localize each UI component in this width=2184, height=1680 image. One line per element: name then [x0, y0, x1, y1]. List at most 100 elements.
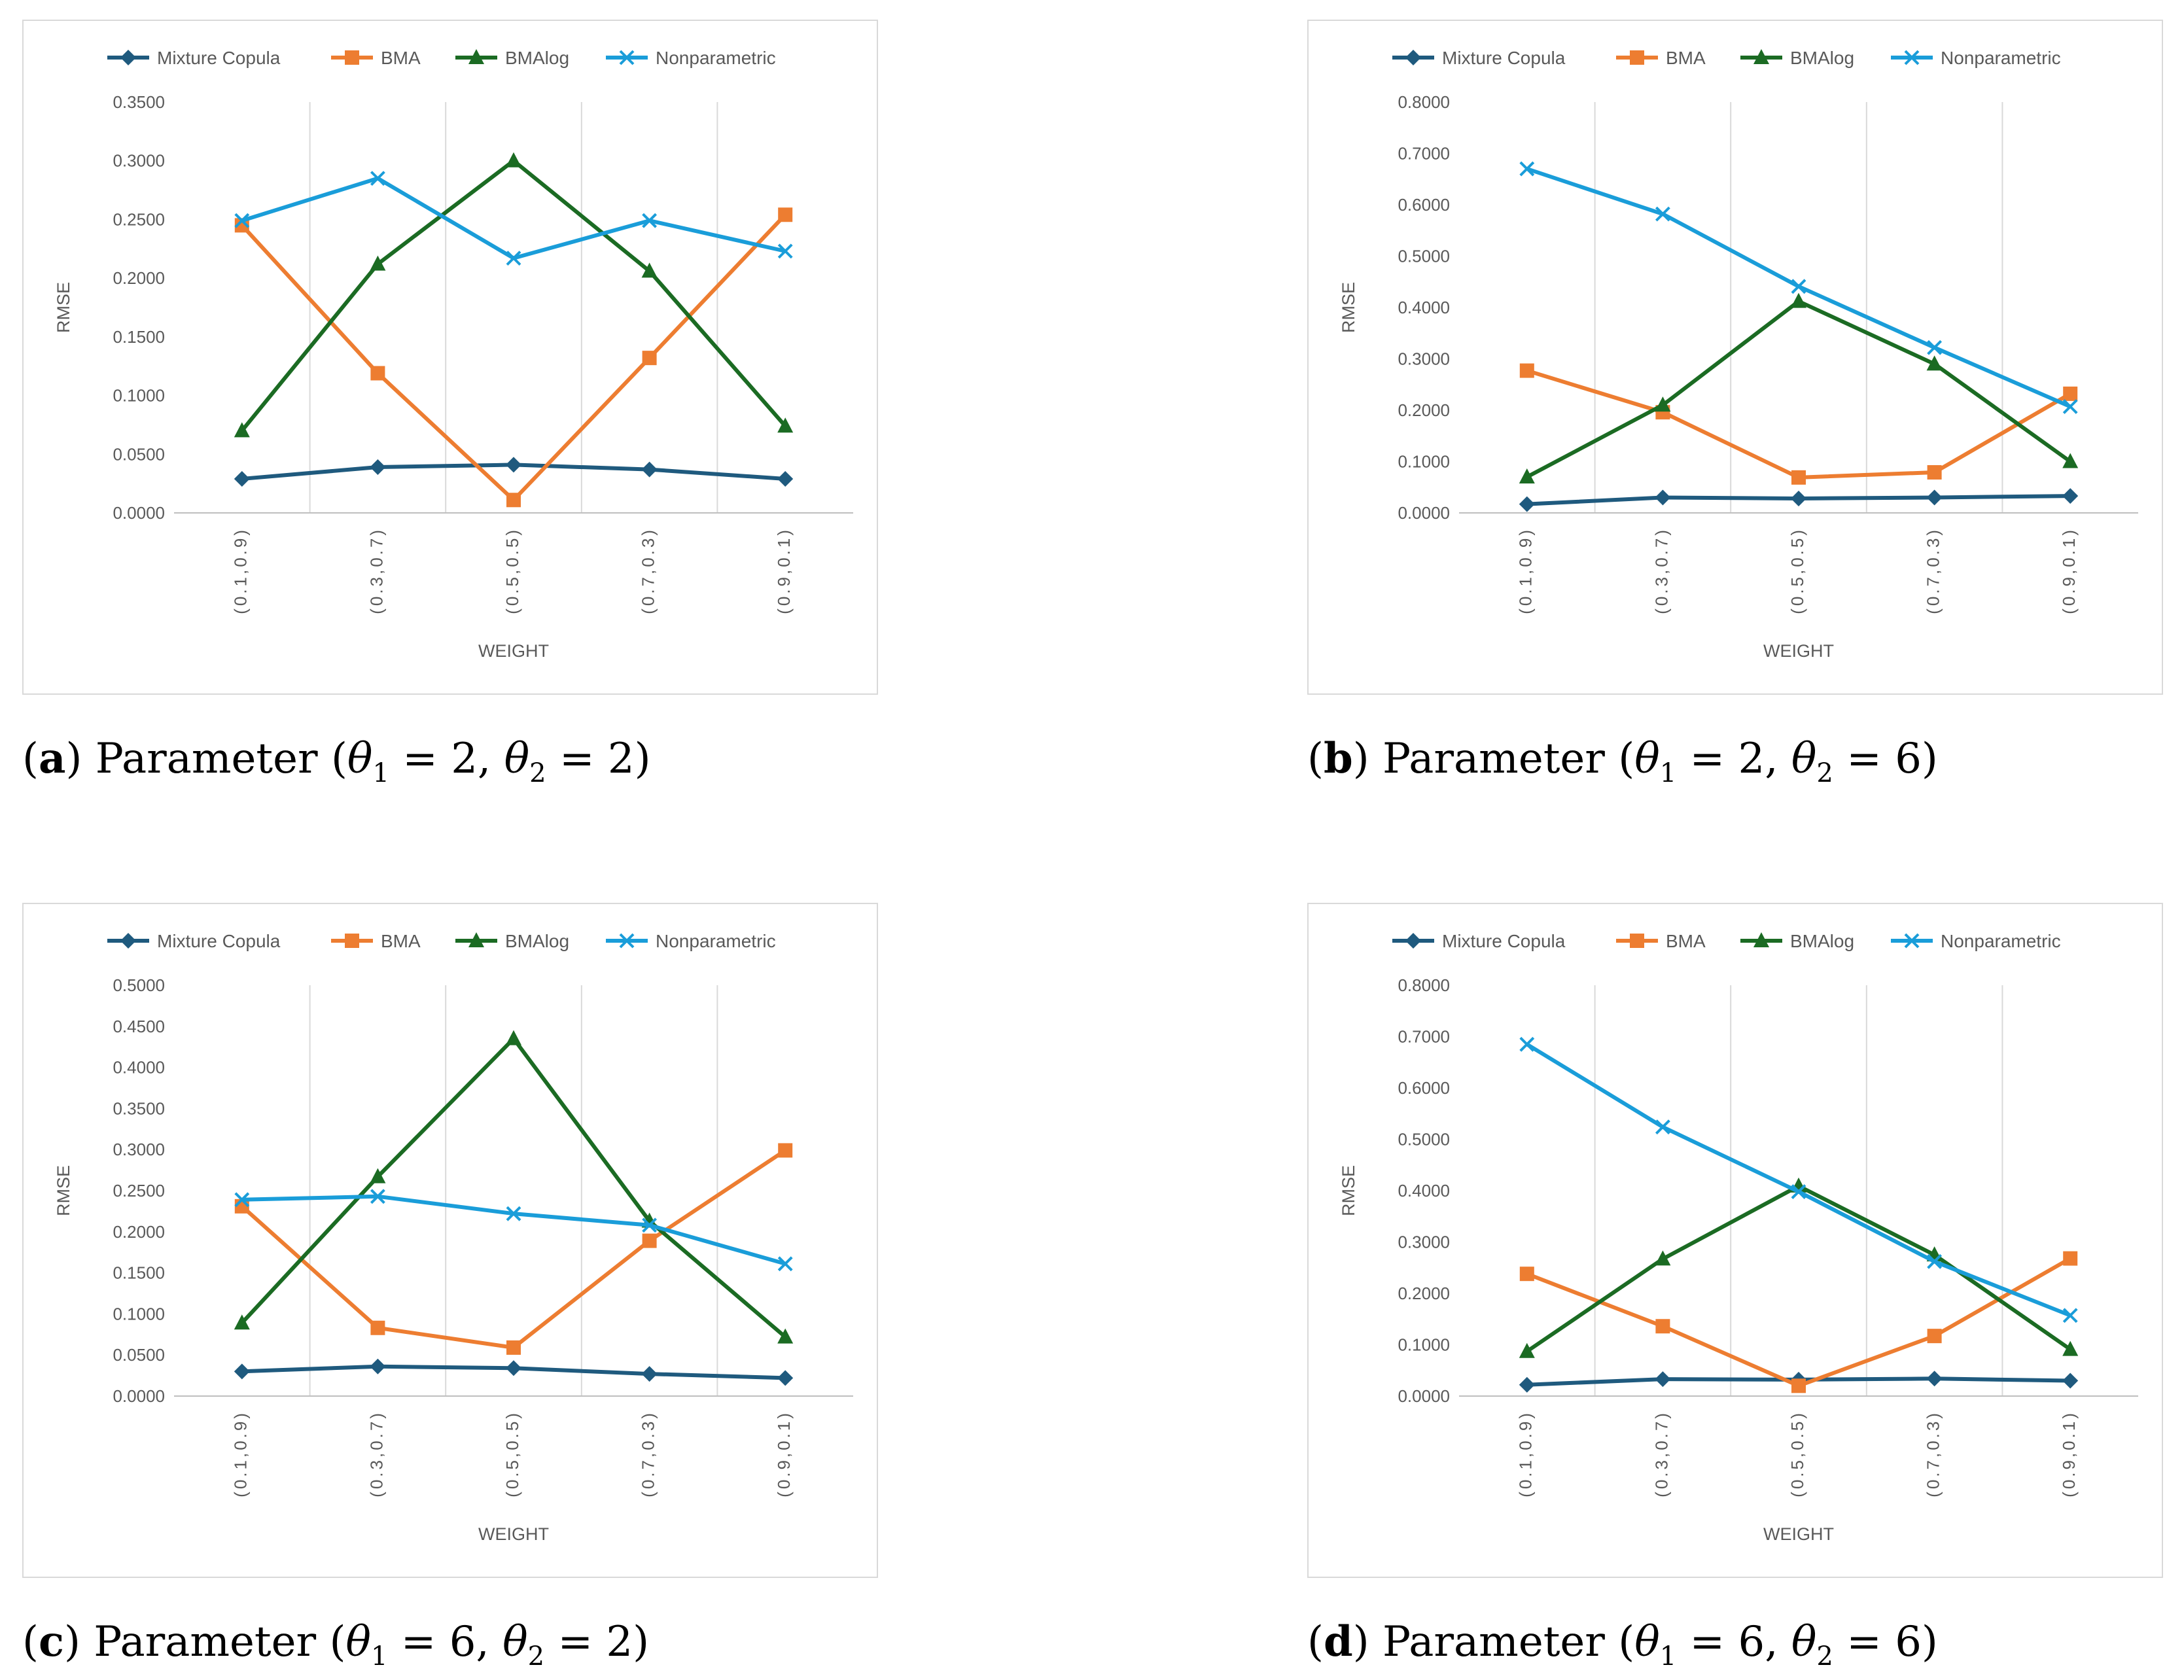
data-point-bmalog — [1655, 1250, 1671, 1266]
data-point-bma — [1655, 1319, 1670, 1334]
y-tick-label: 0.4000 — [113, 1058, 165, 1077]
data-point-bmalog — [234, 1314, 250, 1330]
x-axis-title: WEIGHT — [1763, 641, 1834, 661]
data-point-nonparametric — [642, 1217, 658, 1233]
y-axis-title: RMSE — [1339, 1165, 1358, 1216]
legend-marker-mixture-copula — [120, 933, 136, 949]
legend-label-mixture-copula: Mixture Copula — [1442, 931, 1566, 951]
legend-marker-mixture-copula — [1405, 50, 1421, 65]
y-tick-label: 0.4500 — [113, 1017, 165, 1036]
data-point-nonparametric — [234, 213, 250, 228]
series-mixture-copula — [1519, 488, 2079, 512]
legend-label-bma: BMA — [381, 48, 421, 68]
legend-label-bmalog: BMAlog — [1790, 931, 1854, 951]
y-tick-label: 0.7000 — [1398, 1027, 1450, 1047]
series-bmalog — [234, 152, 794, 438]
data-point-nonparametric — [370, 1189, 385, 1204]
y-tick-label: 0.1000 — [1398, 1335, 1450, 1355]
y-tick-label: 0.3000 — [1398, 1233, 1450, 1252]
data-point-bma — [778, 1143, 793, 1158]
x-tick-label: (0.3,0.7) — [366, 1410, 386, 1497]
legend-label-nonparametric: Nonparametric — [656, 48, 776, 68]
data-point-nonparametric — [1791, 279, 1806, 294]
legend-marker-bmalog — [1753, 49, 1769, 64]
data-point-mixture-copula — [1926, 489, 1943, 506]
legend-label-mixture-copula: Mixture Copula — [1442, 48, 1566, 68]
y-tick-label: 0.5000 — [113, 975, 165, 995]
caption-text: Parameter — [94, 1618, 317, 1666]
x-tick-label: (0.7,0.3) — [638, 527, 658, 614]
data-point-bmalog — [777, 417, 794, 433]
data-point-bmalog — [2062, 1340, 2079, 1356]
data-point-nonparametric — [370, 171, 385, 186]
y-tick-label: 0.3000 — [113, 1140, 165, 1159]
x-tick-label: (0.1,0.9) — [231, 1410, 251, 1497]
y-tick-label: 0.8000 — [1398, 975, 1450, 995]
legend-marker-bma — [1630, 50, 1644, 65]
data-point-bmalog — [777, 1328, 794, 1344]
caption-a: (a) Parameter (θ1 = 2, θ2 = 2) — [22, 734, 651, 788]
legend-marker-bmalog — [468, 932, 484, 947]
data-point-bma — [642, 1233, 657, 1248]
x-tick-label: (0.7,0.3) — [1923, 527, 1943, 614]
legend-label-bmalog: BMAlog — [505, 48, 569, 68]
data-point-mixture-copula — [1926, 1371, 1943, 1387]
legend-label-mixture-copula: Mixture Copula — [157, 931, 281, 951]
y-tick-label: 0.6000 — [1398, 195, 1450, 215]
data-point-nonparametric — [234, 1192, 250, 1208]
legend-label-bmalog: BMAlog — [1790, 48, 1854, 68]
chart-a: 0.0000 0.0500 0.1000 0.1500 0.2000 0.2500 0.30… — [54, 48, 853, 661]
legend-label-nonparametric: Nonparametric — [656, 931, 776, 951]
legend-label-bma: BMA — [1666, 931, 1706, 951]
data-point-mixture-copula — [1519, 496, 1535, 512]
y-tick-label: 0.1000 — [113, 1304, 165, 1323]
series-bmalog — [1519, 1177, 2079, 1358]
chart-panel-c: 0.0000 0.0500 0.1000 0.1500 0.2000 0.2500 0.30… — [22, 903, 878, 1578]
caption-text: Parameter — [1383, 1618, 1605, 1666]
series-line-bma — [1526, 1257, 2071, 1388]
series-bmalog — [234, 1030, 794, 1344]
y-tick-label: 0.3000 — [113, 151, 165, 171]
caption-b: (b) Parameter (θ1 = 2, θ2 = 6) — [1307, 734, 1938, 788]
y-tick-label: 0.8000 — [1398, 92, 1450, 112]
caption-letter: a — [38, 734, 66, 783]
data-point-bma — [2063, 1251, 2078, 1266]
data-point-mixture-copula — [641, 461, 658, 478]
chart-panel-d: 0.0000 0.1000 0.2000 0.3000 0.4000 0.5000 0.60… — [1307, 903, 2163, 1578]
y-tick-label: 0.2000 — [1398, 400, 1450, 420]
legend-marker-bma — [1630, 934, 1644, 948]
y-tick-label: 0.2000 — [113, 1222, 165, 1242]
data-point-nonparametric — [1519, 161, 1535, 177]
data-point-bma — [506, 493, 521, 508]
data-point-nonparametric — [1655, 206, 1670, 222]
data-point-mixture-copula — [1791, 491, 1806, 507]
y-tick-label: 0.4000 — [1398, 298, 1450, 317]
y-tick-label: 0.2500 — [113, 209, 165, 229]
x-tick-label: (0.3,0.7) — [1651, 527, 1671, 614]
y-axis-title: RMSE — [54, 1165, 73, 1216]
y-tick-label: 0.1000 — [113, 386, 165, 406]
data-point-mixture-copula — [641, 1366, 658, 1382]
data-point-bma — [234, 218, 249, 233]
caption-text: Parameter — [95, 735, 318, 783]
data-point-mixture-copula — [234, 1363, 250, 1380]
data-point-bma — [370, 366, 385, 381]
data-point-bmalog — [1926, 355, 1943, 371]
data-point-bma — [1791, 470, 1806, 485]
legend-marker-nonparametric — [619, 933, 635, 949]
data-point-nonparametric — [642, 213, 658, 228]
caption-letter: c — [38, 1617, 64, 1666]
x-tick-label: (0.9,0.1) — [774, 1410, 794, 1497]
data-point-bma — [778, 207, 793, 222]
series-line-bmalog — [1526, 299, 2071, 479]
y-tick-label: 0.0000 — [113, 1386, 165, 1406]
data-point-nonparametric — [777, 1256, 793, 1272]
series-bma — [234, 1143, 793, 1355]
data-point-nonparametric — [2062, 1308, 2078, 1323]
data-point-bmalog — [370, 255, 386, 271]
data-point-bma — [1927, 464, 1942, 480]
y-axis-title: RMSE — [54, 282, 73, 333]
legend-label-bma: BMA — [1666, 48, 1706, 68]
y-tick-label: 0.2500 — [113, 1181, 165, 1200]
data-point-nonparametric — [506, 251, 521, 266]
